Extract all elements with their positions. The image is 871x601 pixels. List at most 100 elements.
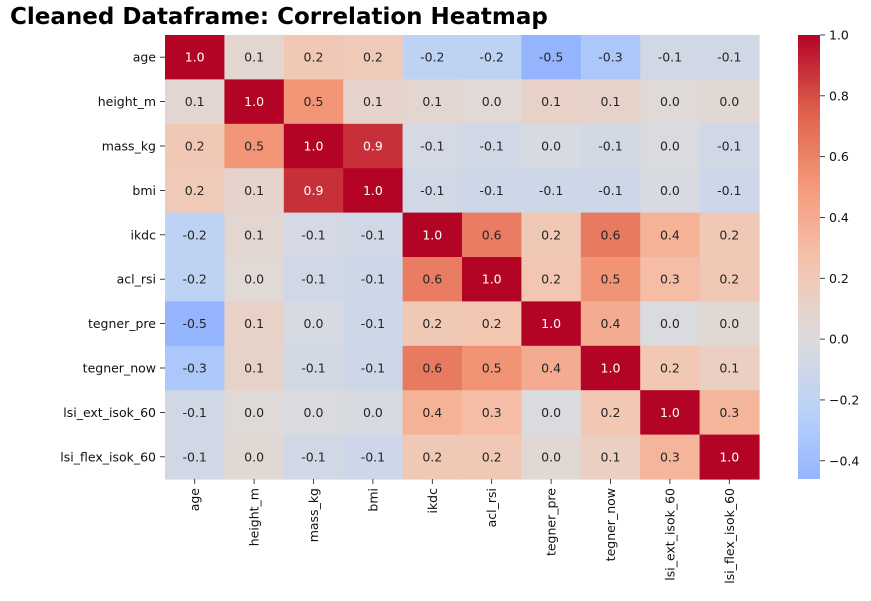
cell-value-label: -0.2 (480, 50, 504, 65)
cell-value-label: 0.1 (422, 94, 442, 109)
cell-value-label: -0.1 (361, 316, 385, 331)
heatmap-cell (640, 123, 701, 169)
heatmap-cell (165, 123, 225, 169)
heatmap-cell (521, 301, 582, 347)
x-tick-label: lsi_ext_isok_60 (662, 488, 677, 581)
heatmap-cell (343, 257, 404, 302)
cell-value-label: -0.1 (301, 361, 325, 376)
cell-value-label: 0.2 (719, 227, 739, 242)
heatmap-cell (580, 345, 641, 391)
cell-value-label: 0.1 (541, 94, 561, 109)
cell-value-label: 0.2 (541, 227, 561, 242)
cell-value-label: 0.1 (185, 94, 205, 109)
cell-value-label: 0.1 (601, 449, 621, 464)
heatmap-cell (165, 79, 225, 125)
cell-value-label: 1.0 (719, 449, 739, 464)
x-tick-label: height_m (247, 488, 262, 546)
cell-value-label: 0.4 (541, 361, 561, 376)
heatmap-cell (699, 390, 760, 436)
x-tick-label: tegner_now (603, 488, 618, 561)
cell-value-label: 0.5 (244, 139, 264, 154)
cell-value-label: -0.2 (183, 272, 207, 287)
cell-value-label: 1.0 (185, 50, 205, 65)
heatmap-cell (402, 301, 463, 347)
heatmap-cell (402, 434, 463, 480)
heatmap-cell (283, 35, 344, 80)
cell-value-label: 0.9 (304, 183, 324, 198)
cell-value-label: -0.5 (183, 316, 207, 331)
heatmap-cell (699, 168, 760, 214)
heatmap-cell (640, 168, 701, 214)
cell-value-label: 0.0 (660, 316, 680, 331)
heatmap-cell (640, 345, 701, 391)
heatmap-cell (402, 168, 463, 214)
heatmap-cell (462, 79, 522, 125)
colorbar: −0.4 −0.2 0.0 0.2 0.4 0.6 0.8 1.0 (798, 28, 859, 479)
cell-value-label: 0.2 (719, 272, 739, 287)
heatmap-cell (402, 35, 463, 80)
cell-value-label: 0.2 (363, 50, 383, 65)
heatmap-cell (521, 79, 582, 125)
cell-value-label: -0.3 (598, 50, 622, 65)
heatmap-cell (165, 345, 225, 391)
heatmap-cell (283, 434, 344, 480)
heatmap-cell (283, 345, 344, 391)
y-tick-label: height_m (98, 94, 156, 109)
heatmap-cell (165, 212, 225, 258)
heatmap-cell (224, 123, 285, 169)
heatmap-cell (343, 301, 404, 347)
heatmap-cell (580, 301, 641, 347)
heatmap-cell (640, 79, 701, 125)
cell-value-label: 0.1 (244, 227, 264, 242)
heatmap-cell (699, 35, 760, 80)
heatmap-cell (699, 79, 760, 125)
heatmap-cell (343, 434, 404, 480)
cell-value-label: 0.6 (601, 227, 621, 242)
heatmap-cell (521, 168, 582, 214)
cell-value-label: 0.0 (482, 94, 502, 109)
cell-value-label: 0.0 (660, 139, 680, 154)
cell-value-label: 0.0 (541, 405, 561, 420)
cell-value-label: 0.0 (363, 405, 383, 420)
heatmap-cell (343, 123, 404, 169)
heatmap-cell (580, 35, 641, 80)
heatmap-cell (165, 301, 225, 347)
heatmap-cell (165, 35, 225, 80)
colorbar-gradient (798, 35, 820, 479)
x-tick-label: bmi (365, 488, 380, 512)
heatmap-cell (580, 390, 641, 436)
cell-value-label: 0.2 (185, 139, 205, 154)
heatmap-cell (640, 212, 701, 258)
heatmap-cell (224, 79, 285, 125)
chart-title: Cleaned Dataframe: Correlation Heatmap (10, 4, 548, 30)
cell-value-label: -0.1 (301, 449, 325, 464)
cell-value-label: 0.1 (244, 316, 264, 331)
cell-value-label: 0.5 (601, 272, 621, 287)
heatmap-cell (462, 345, 522, 391)
heatmap-cell (343, 212, 404, 258)
y-tick-label: mass_kg (102, 139, 156, 154)
cell-value-label: -0.1 (598, 183, 622, 198)
cell-value-label: 0.1 (244, 183, 264, 198)
heatmap-cell (224, 301, 285, 347)
cell-annotations: 1.0 0.1 0.2 0.2 -0.2 -0.2 -0.5 -0.3 -0.1 -0.1 0.1 1… (183, 50, 742, 465)
cell-value-label: -0.1 (420, 139, 444, 154)
x-tick-label: tegner_pre (544, 488, 559, 556)
heatmap-cell (224, 35, 285, 80)
cell-value-label: 0.0 (304, 316, 324, 331)
heatmap-cell (640, 434, 701, 480)
heatmap-cell (283, 390, 344, 436)
heatmap-cell (462, 35, 522, 80)
cell-value-label: -0.1 (301, 227, 325, 242)
cell-value-label: 0.0 (660, 94, 680, 109)
heatmap-cell (283, 301, 344, 347)
cell-value-label: 1.0 (304, 139, 324, 154)
heatmap-cell (283, 257, 344, 302)
cell-value-label: 0.4 (422, 405, 442, 420)
heatmap-cell (224, 345, 285, 391)
colorbar-tick-label: 0.2 (829, 271, 849, 286)
cell-value-label: 0.1 (244, 361, 264, 376)
heatmap-cell (580, 257, 641, 302)
cell-value-label: -0.2 (420, 50, 444, 65)
